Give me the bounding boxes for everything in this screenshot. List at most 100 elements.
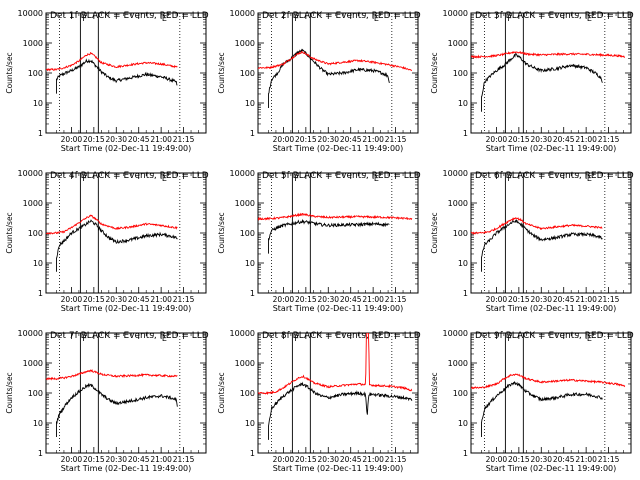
series-events-line <box>481 219 603 272</box>
x-tick-label: 20:45 <box>128 135 150 144</box>
marker-letter: F <box>507 174 512 183</box>
y-axis-label: Counts/sec <box>430 52 439 93</box>
x-tick-label: 21:15 <box>598 135 620 144</box>
y-axis-label: Counts/sec <box>5 212 14 253</box>
x-axis-label: Start Time (02-Dec-11 19:49:00) <box>273 144 404 153</box>
y-tick-label: 10000 <box>443 9 468 18</box>
y-axis-label: Counts/sec <box>5 52 14 93</box>
y-tick-label: 1 <box>38 289 43 298</box>
y-tick-label: 100 <box>453 389 468 398</box>
series-events-line <box>56 382 178 437</box>
plot-frame <box>257 332 419 454</box>
y-tick-label: 10000 <box>443 329 468 338</box>
x-axis-label: Start Time (02-Dec-11 19:49:00) <box>61 144 192 153</box>
x-axis-label: Start Time (02-Dec-11 19:49:00) <box>273 464 404 473</box>
y-tick-label: 100 <box>28 389 43 398</box>
y-tick-label: 1 <box>250 289 255 298</box>
plot-frame <box>45 332 207 454</box>
x-tick-label: 20:30 <box>530 295 552 304</box>
y-tick-label: 1 <box>250 129 255 138</box>
x-tick-label: 20:45 <box>553 455 575 464</box>
x-tick-label: 20:15 <box>508 135 530 144</box>
x-axis-label: Start Time (02-Dec-11 19:49:00) <box>486 304 617 313</box>
y-tick-label: 10 <box>245 419 255 428</box>
panel-6: Det 6f BLACK = Events, RED = LLD 1 10 100 10… <box>430 169 634 313</box>
y-tick-label: 1000 <box>448 39 468 48</box>
y-tick-label: 10000 <box>443 169 468 178</box>
x-tick-label: 21:00 <box>150 455 172 464</box>
x-tick-label: 20:30 <box>105 135 127 144</box>
y-tick-label: 10 <box>33 99 43 108</box>
marker-letter: E <box>587 174 592 183</box>
y-tick-label: 100 <box>453 69 468 78</box>
panel-title: Det 7f BLACK = Events, RED = LLD <box>50 331 209 341</box>
marker-letter: F <box>82 334 87 343</box>
x-axis-label: Start Time (02-Dec-11 19:49:00) <box>61 464 192 473</box>
y-tick-label: 10 <box>458 259 468 268</box>
x-tick-label: 20:15 <box>508 455 530 464</box>
y-tick-label: 100 <box>28 229 43 238</box>
x-tick-label: 20:15 <box>295 295 317 304</box>
x-tick-label: 21:00 <box>575 455 597 464</box>
marker-letter: F <box>294 174 299 183</box>
series-lld-line <box>46 214 178 235</box>
y-tick-label: 1 <box>250 449 255 458</box>
x-tick-label: 20:15 <box>295 135 317 144</box>
panel-title: Det 9f BLACK = Events, RED = LLD <box>475 331 634 341</box>
x-tick-label: 20:00 <box>61 295 83 304</box>
panel-title: Det 5f BLACK = Events, RED = LLD <box>262 171 421 181</box>
x-tick-label: 20:30 <box>105 455 127 464</box>
x-tick-label: 20:45 <box>340 135 362 144</box>
x-tick-label: 21:00 <box>150 135 172 144</box>
x-tick-label: 20:30 <box>317 455 339 464</box>
y-tick-label: 1000 <box>23 39 43 48</box>
x-tick-label: 20:45 <box>128 295 150 304</box>
y-tick-label: 100 <box>240 69 255 78</box>
y-tick-label: 10 <box>458 99 468 108</box>
series-lld-line <box>471 373 626 390</box>
x-tick-label: 21:15 <box>173 135 195 144</box>
y-tick-label: 1 <box>38 449 43 458</box>
x-tick-label: 20:15 <box>83 455 105 464</box>
y-tick-label: 1 <box>38 129 43 138</box>
y-tick-label: 10000 <box>230 329 255 338</box>
y-tick-label: 1 <box>463 129 468 138</box>
x-tick-label: 21:00 <box>362 455 384 464</box>
panel-9: Det 9f BLACK = Events, RED = LLD 1 10 100 10… <box>430 329 634 473</box>
x-tick-label: 20:45 <box>340 295 362 304</box>
marker-letter: F <box>507 334 512 343</box>
x-tick-label: 20:00 <box>273 455 295 464</box>
marker-letter: E <box>374 14 379 23</box>
panel-title: Det 3f BLACK = Events, RED = LLD <box>475 11 634 21</box>
y-axis-label: Counts/sec <box>217 372 226 413</box>
y-axis-label: Counts/sec <box>430 212 439 253</box>
x-tick-label: 20:30 <box>530 455 552 464</box>
marker-letter: F <box>507 14 512 23</box>
panel-title: Det 8f BLACK = Events, RED = LLD <box>262 331 421 341</box>
plot-frame <box>470 332 632 454</box>
marker-letter: F <box>294 334 299 343</box>
series-events-line <box>268 218 390 254</box>
series-events-line <box>268 381 413 440</box>
y-tick-label: 10 <box>458 419 468 428</box>
y-tick-label: 10 <box>33 419 43 428</box>
marker-letter: F <box>82 174 87 183</box>
y-tick-label: 100 <box>240 389 255 398</box>
y-tick-label: 1000 <box>448 359 468 368</box>
y-tick-label: 100 <box>453 229 468 238</box>
x-tick-label: 21:00 <box>362 295 384 304</box>
panel-title: Det 1f BLACK = Events, RED = LLD <box>50 11 209 21</box>
panel-title: Det 4f BLACK = Events, RED = LLD <box>50 171 209 181</box>
y-tick-label: 1 <box>463 289 468 298</box>
y-tick-label: 10000 <box>230 169 255 178</box>
series-events-line <box>56 58 178 94</box>
y-tick-label: 10000 <box>18 9 43 18</box>
x-axis-label: Start Time (02-Dec-11 19:49:00) <box>486 144 617 153</box>
y-tick-label: 1 <box>463 449 468 458</box>
marker-letter: F <box>294 14 299 23</box>
panel-5: Det 5f BLACK = Events, RED = LLD 1 10 100 10… <box>217 169 421 313</box>
y-tick-label: 1000 <box>235 39 255 48</box>
series-lld-line <box>46 369 178 381</box>
panel-2: Det 2f BLACK = Events, RED = LLD 1 10 100 10… <box>217 9 421 153</box>
